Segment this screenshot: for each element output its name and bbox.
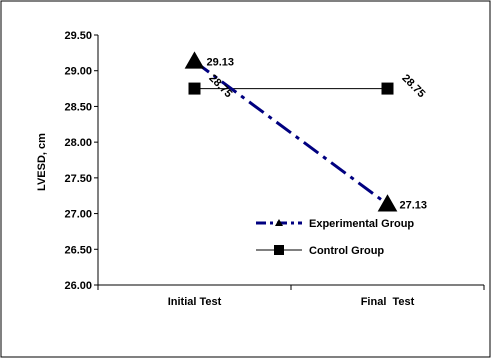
y-tick-label: 26.00 [64,280,92,292]
experimental-data-label: 29.13 [207,56,235,68]
legend-triangle-marker [275,219,283,226]
experimental-group-point [377,194,398,212]
x-tick-label: Final Test [361,296,415,308]
y-tick-label: 28.00 [64,137,92,149]
experimental-group-point [184,51,205,69]
legend-square-marker [274,245,284,255]
control-group-point [381,82,394,95]
y-tick-label: 27.00 [64,209,92,221]
experimental-data-label: 27.13 [400,199,428,211]
y-tick-label: 29.00 [64,66,92,78]
legend: Experimental Group Control Group [256,218,414,257]
legend-label: Experimental Group [309,218,414,230]
y-tick-label: 28.50 [64,101,92,113]
experimental-group-line [193,60,389,206]
x-tick-label: Initial Test [168,296,222,308]
y-tick-label: 26.50 [64,244,92,256]
y-axis-title: LVESD, cm [36,133,48,191]
axes: 26.00 26.50 27.00 27.50 28.00 28.50 29.00 29.50… [64,30,485,308]
control-group-point [188,82,201,95]
y-tick-label: 27.50 [64,173,92,185]
y-tick-label: 29.50 [64,30,92,42]
legend-label: Control Group [309,245,384,257]
